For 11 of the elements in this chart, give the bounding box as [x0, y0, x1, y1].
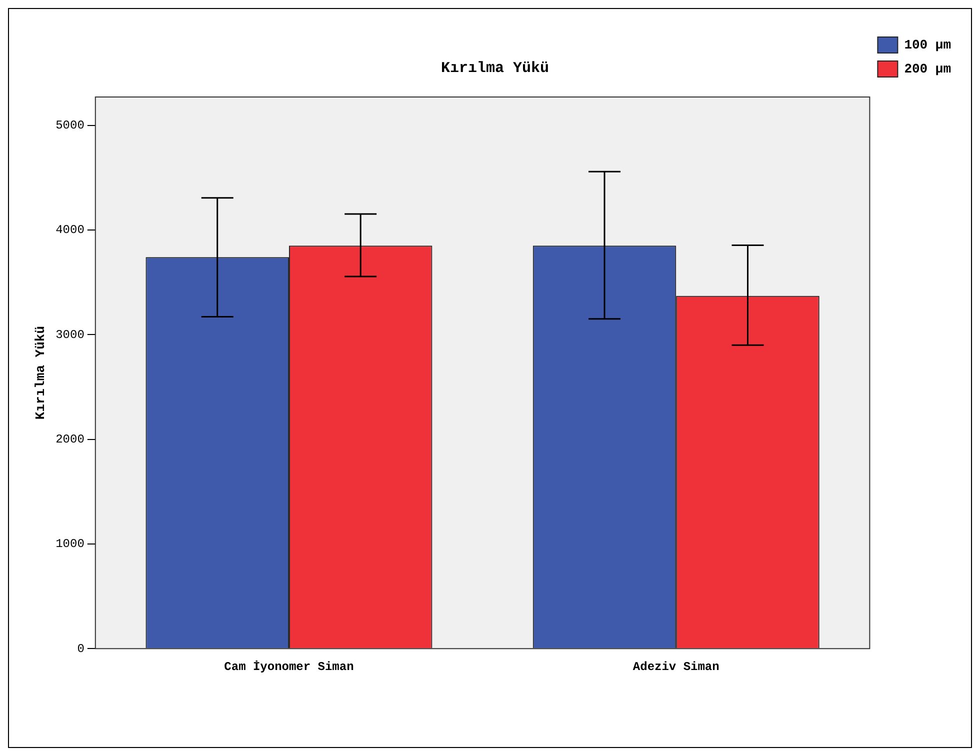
y-tick-label: 5000	[56, 118, 84, 132]
chart-title: Kırılma Yükü	[440, 60, 550, 77]
y-tick-label: 2000	[56, 432, 84, 446]
legend-label: 100 µm	[904, 37, 952, 52]
y-tick-label: 4000	[56, 223, 84, 238]
x-tick-label: Adeziv Siman	[632, 660, 720, 674]
y-tick-label: 1000	[56, 537, 84, 552]
y-axis-title: Kırılma Yükü	[33, 326, 48, 420]
y-tick-label: 3000	[56, 328, 84, 342]
y-tick-label: 0	[77, 642, 84, 656]
x-tick-label: Cam İyonomer Siman	[224, 660, 354, 674]
